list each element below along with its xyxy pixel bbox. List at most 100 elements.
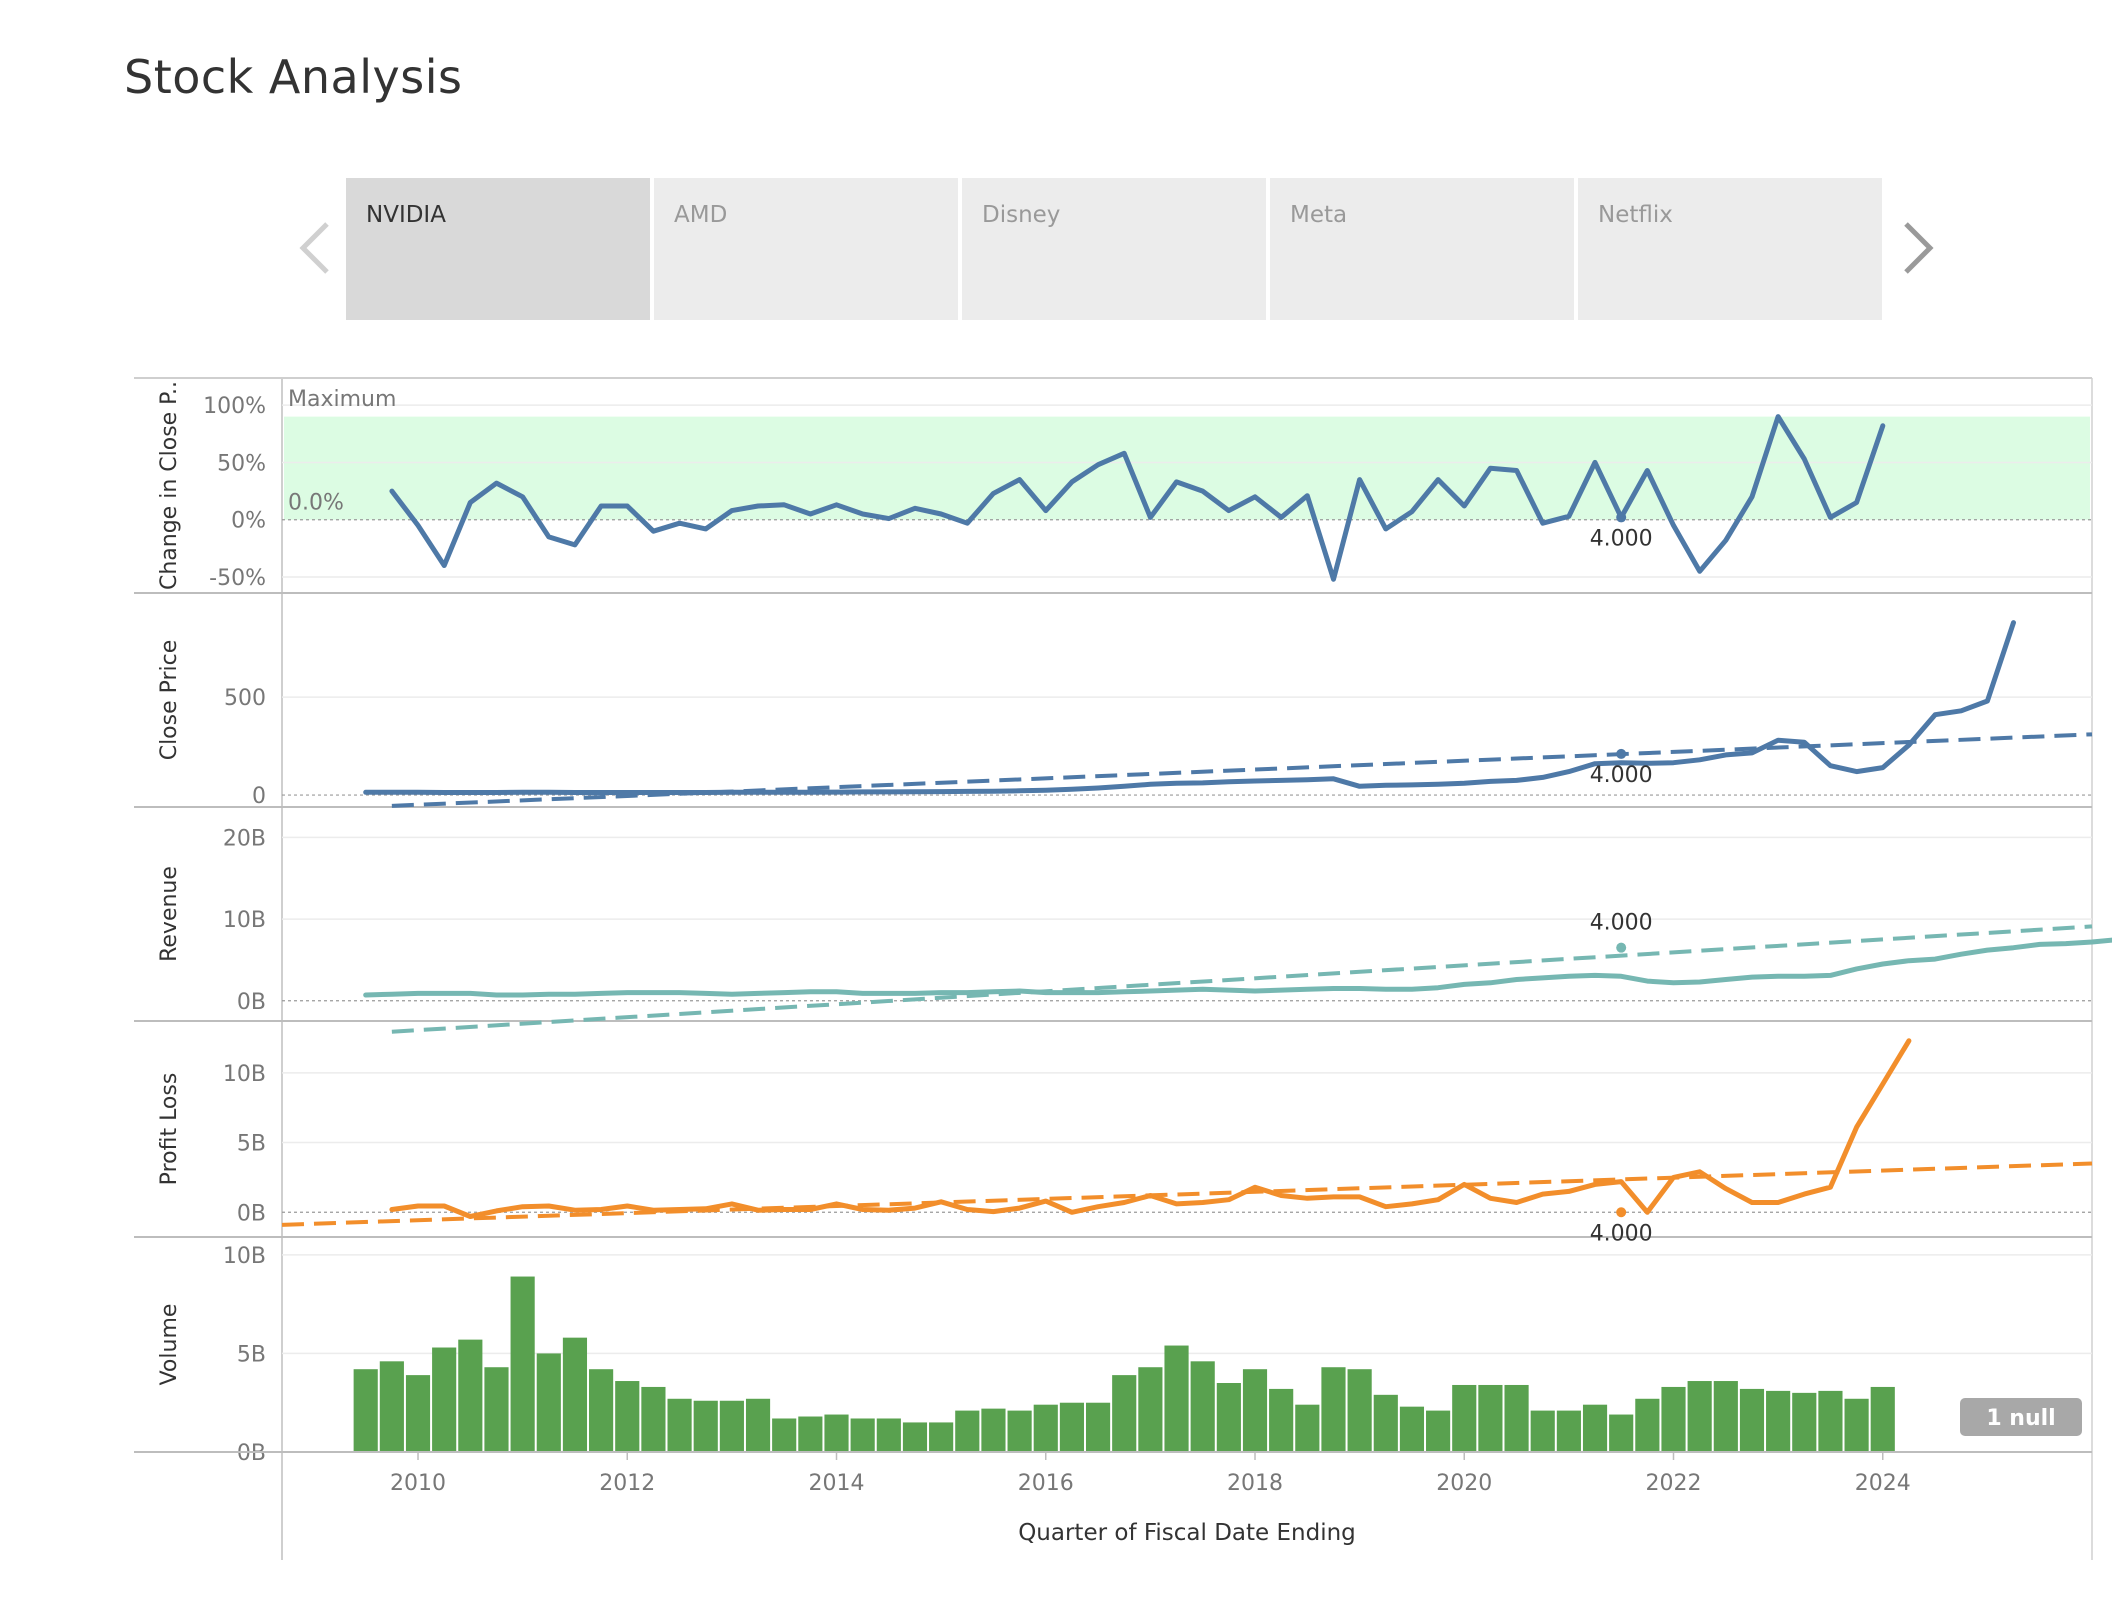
volume-bar <box>929 1422 954 1452</box>
volume-bar <box>955 1410 980 1452</box>
series-line <box>389 414 1886 582</box>
volume-bar <box>1739 1388 1765 1452</box>
volume-bar <box>1059 1402 1084 1452</box>
volume-bar <box>1635 1398 1660 1452</box>
volume-bar <box>589 1369 614 1452</box>
volume-bar <box>1530 1410 1555 1452</box>
volume-bar <box>1478 1384 1503 1452</box>
y-tick-label: 0B <box>237 1441 266 1466</box>
y-tick-label: 5B <box>237 1342 266 1367</box>
y-axis-label: Close Price <box>157 640 182 761</box>
annotation-label: 4.000 <box>1590 526 1653 551</box>
volume-bar <box>876 1418 901 1452</box>
volume-bar <box>1321 1367 1346 1452</box>
volume-bar <box>850 1418 875 1452</box>
y-tick-label: 500 <box>224 686 266 711</box>
x-tick-label: 2016 <box>1018 1471 1074 1496</box>
volume-bar <box>562 1337 588 1452</box>
volume-bar <box>405 1375 431 1452</box>
x-tick-label: 2024 <box>1855 1471 1911 1496</box>
y-tick-label: 10B <box>223 908 266 933</box>
tab-meta[interactable]: Meta <box>1270 178 1574 320</box>
volume-bar <box>1687 1381 1712 1452</box>
y-tick-label: 0% <box>231 509 266 534</box>
volume-bar <box>798 1416 823 1452</box>
series-line <box>363 620 2016 795</box>
volume-bar <box>1399 1406 1425 1452</box>
volume-bar <box>1242 1369 1268 1452</box>
x-tick-label: 2010 <box>390 1471 446 1496</box>
tab-amd[interactable]: AMD <box>654 178 958 320</box>
volume-bar <box>745 1398 771 1452</box>
volume-bar <box>1085 1402 1111 1452</box>
y-axis-label: Change in Close P.. <box>157 381 182 590</box>
null-badge-label: 1 null <box>1986 1406 2055 1431</box>
volume-bar <box>1373 1394 1398 1452</box>
volume-bar <box>1112 1375 1137 1452</box>
volume-bar <box>484 1367 509 1452</box>
y-axis-label: Revenue <box>157 866 182 962</box>
tab-disney[interactable]: Disney <box>962 178 1266 320</box>
volume-bar <box>1713 1381 1738 1452</box>
volume-bar <box>1661 1386 1686 1452</box>
band-min-label: 0.0% <box>288 491 344 516</box>
chevron-left-icon[interactable] <box>295 218 335 278</box>
annotation-label: 4.000 <box>1590 763 1653 788</box>
volume-bar <box>1818 1390 1843 1452</box>
y-tick-label: 10B <box>223 1062 266 1087</box>
tab-netflix[interactable]: Netflix <box>1578 178 1882 320</box>
volume-bar <box>1582 1404 1608 1452</box>
volume-bar <box>1504 1384 1529 1452</box>
volume-bar <box>902 1422 928 1452</box>
null-badge <box>1960 1398 2082 1436</box>
series-line <box>363 937 2112 998</box>
series-line <box>389 1038 1912 1219</box>
x-tick-label: 2020 <box>1436 1471 1492 1496</box>
band-max-label: Maximum <box>288 387 396 412</box>
y-axis-label: Volume <box>157 1304 182 1386</box>
volume-bar <box>1609 1414 1634 1452</box>
volume-bar <box>432 1347 457 1452</box>
y-tick-label: 20B <box>223 826 266 851</box>
volume-bar <box>1190 1361 1215 1452</box>
y-tick-label: 0 <box>252 784 266 809</box>
volume-bar <box>1766 1390 1791 1452</box>
company-tabs: NVIDIA AMD Disney Meta Netflix <box>346 178 1882 320</box>
panel-revenue <box>134 836 2112 1034</box>
x-tick-label: 2012 <box>599 1471 655 1496</box>
volume-bar <box>641 1386 666 1452</box>
y-tick-label: 10B <box>223 1244 266 1269</box>
volume-bar <box>667 1398 692 1452</box>
annotation-marker <box>1616 1207 1627 1218</box>
volume-bar <box>1216 1383 1241 1452</box>
chevron-right-icon[interactable] <box>1898 218 1938 278</box>
y-tick-label: 5B <box>237 1132 266 1157</box>
annotation-marker <box>1616 512 1627 523</box>
tab-nvidia[interactable]: NVIDIA <box>346 178 650 320</box>
y-tick-label: -50% <box>209 566 266 591</box>
x-tick-label: 2014 <box>809 1471 865 1496</box>
y-axis-label: Profit Loss <box>157 1073 182 1186</box>
volume-bar <box>536 1353 561 1452</box>
panel-close <box>134 620 2093 808</box>
trend-line <box>391 924 2093 1034</box>
volume-bar <box>1164 1345 1189 1452</box>
y-tick-label: 0B <box>237 990 266 1015</box>
volume-bar <box>1269 1388 1294 1452</box>
volume-bar <box>1452 1384 1477 1452</box>
volume-bar <box>1426 1410 1451 1452</box>
panel-profit <box>134 1038 2093 1238</box>
volume-bar <box>719 1400 744 1452</box>
panel-volume <box>134 1254 2092 1453</box>
volume-bar <box>1347 1369 1372 1452</box>
trend-line <box>281 1161 2093 1227</box>
volume-bar <box>615 1381 640 1452</box>
volume-bar <box>772 1418 797 1452</box>
volume-bar <box>1844 1398 1869 1452</box>
x-tick-label: 2022 <box>1646 1471 1702 1496</box>
volume-bar <box>458 1339 483 1452</box>
volume-bar <box>981 1408 1006 1452</box>
y-tick-label: 50% <box>217 451 266 476</box>
reference-band <box>284 416 2090 520</box>
